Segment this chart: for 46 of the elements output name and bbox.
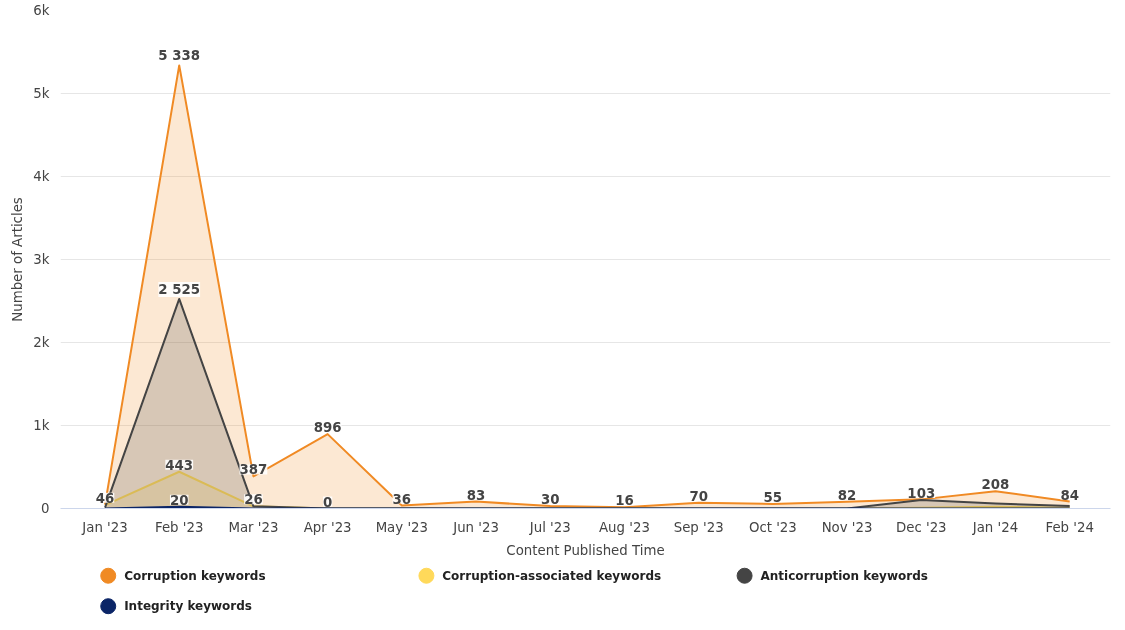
x-tick-label: May '23 <box>375 519 429 535</box>
y-tick-label: 6k <box>33 3 50 18</box>
data-label: 387 <box>239 462 268 478</box>
data-label: 20 <box>169 492 189 508</box>
y-tick-label: 3k <box>33 252 50 267</box>
x-tick-label: Jan '24 <box>971 519 1019 535</box>
legend-label: Corruption keywords <box>124 568 266 583</box>
y-tick-label: 0 <box>41 501 50 516</box>
legend-label: Anticorruption keywords <box>760 568 928 583</box>
x-tick-label: Dec '23 <box>895 519 947 535</box>
data-label: 30 <box>540 492 560 508</box>
y-tick-label: 1k <box>33 418 50 433</box>
x-tick-label: Feb '24 <box>1045 519 1094 535</box>
x-tick-label: Nov '23 <box>821 519 873 535</box>
x-tick-label: Jul '23 <box>528 519 571 535</box>
data-label: 208 <box>981 477 1010 493</box>
y-tick-label: 5k <box>33 86 50 101</box>
data-label: 36 <box>392 491 412 507</box>
y-tick-label: 4k <box>33 169 50 184</box>
x-tick-label: Feb '23 <box>155 519 204 535</box>
x-axis-title: Content Published Time <box>506 542 665 558</box>
x-tick-label: Oct '23 <box>748 519 797 535</box>
x-tick-label: Mar '23 <box>228 519 279 535</box>
data-label: 103 <box>907 485 936 501</box>
data-label: 5 338 <box>158 48 201 64</box>
data-label: 0 <box>323 494 333 510</box>
data-label: 84 <box>1060 487 1079 503</box>
legend-label: Corruption-associated keywords <box>442 568 662 583</box>
x-tick-label: Sep '23 <box>673 519 724 535</box>
data-label: 896 <box>313 420 342 436</box>
x-tick-label: Jun '23 <box>452 519 499 535</box>
y-tick-label: 2k <box>33 335 50 350</box>
data-label: 82 <box>837 487 857 503</box>
data-label: 70 <box>689 488 708 504</box>
legend-label: Integrity keywords <box>124 599 252 614</box>
x-tick-label: Jan '23 <box>81 519 128 535</box>
data-label: 16 <box>615 493 634 509</box>
x-tick-label: Apr '23 <box>303 519 352 535</box>
x-tick-label: Aug '23 <box>599 519 650 535</box>
data-label: 83 <box>466 487 486 503</box>
y-axis-title: Number of Articles <box>10 197 26 322</box>
data-label: 46 <box>95 490 115 506</box>
data-label: 55 <box>763 489 783 505</box>
data-label: 2 525 <box>158 281 201 297</box>
data-label: 26 <box>244 492 263 508</box>
data-label: 443 <box>165 457 194 473</box>
